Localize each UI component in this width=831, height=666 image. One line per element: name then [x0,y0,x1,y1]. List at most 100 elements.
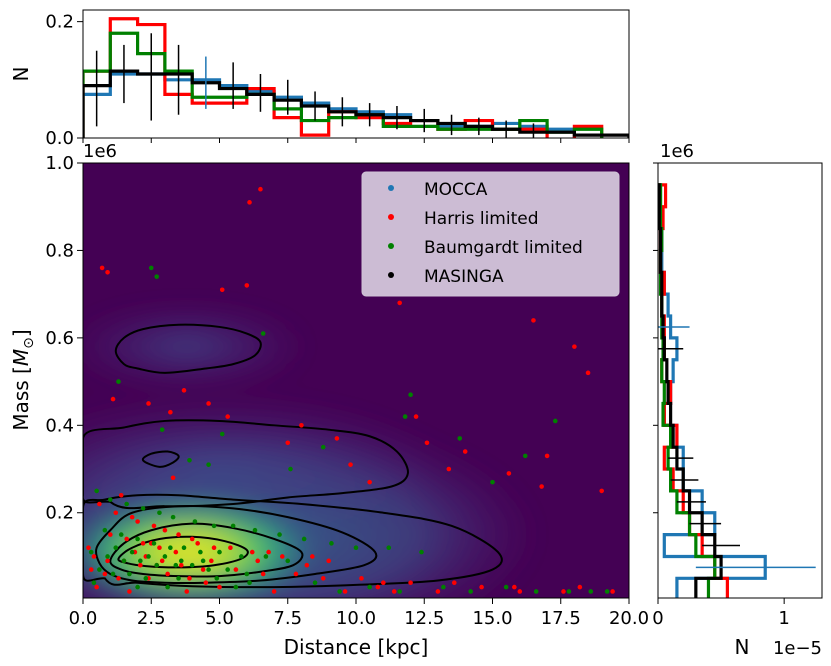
point-baumgardt-66 [312,580,318,585]
point-harris-19 [285,440,291,446]
legend-label-masinga: MASINGA [424,267,504,287]
point-baumgardt-28 [329,541,334,546]
main-y-tick-label-0: 0.2 [45,503,74,524]
main-x-tick-label-1: 2.5 [137,608,166,629]
main-y-tick-label-4: 1.0 [45,153,74,174]
point-harris-86 [391,589,397,594]
point-harris-21 [462,449,468,454]
point-harris-61 [293,571,299,577]
top-y-axis-label: N [9,67,33,82]
main-x-tick-label-0: 0.0 [69,608,98,629]
top-x-ticks [82,138,630,143]
point-harris-91 [86,545,91,551]
point-baumgardt-74 [165,584,170,590]
point-baumgardt-31 [419,549,424,555]
contour-line-0 [114,323,262,374]
contour-line-3 [83,493,503,589]
point-baumgardt-37 [181,545,187,551]
point-harris-39 [195,541,200,546]
point-baumgardt-23 [211,523,217,529]
point-harris-49 [140,541,146,546]
point-harris-93 [209,558,214,564]
point-baumgardt-78 [468,589,473,594]
point-baumgardt-67 [367,584,372,590]
point-harris-79 [159,558,165,564]
point-baumgardt-2 [260,331,266,336]
point-baumgardt-38 [198,549,203,555]
point-baumgardt-57 [178,558,184,564]
point-baumgardt-12 [187,457,192,463]
point-harris-55 [138,562,143,568]
point-harris-2 [99,265,105,271]
top-y-tick-label-1: 0.2 [45,12,74,33]
point-harris-68 [512,584,517,590]
point-harris-34 [135,519,140,524]
point-baumgardt-13 [206,462,211,467]
y-label-prefix: Mass [ [9,366,33,431]
right-x-axis-label: N [735,635,750,659]
point-baumgardt-68 [441,584,446,590]
point-harris-64 [381,580,386,585]
top-histogram-steps [83,17,629,138]
point-harris-50 [157,545,162,551]
point-harris-24 [446,466,452,472]
point-baumgardt-54 [129,549,135,555]
point-baumgardt-27 [301,536,307,542]
point-baumgardt-11 [522,453,528,459]
legend-marker-masinga [388,272,394,278]
point-harris-8 [572,344,577,349]
point-baumgardt-22 [192,519,198,524]
point-harris-65 [408,580,413,585]
legend-label-baumgardt: Baumgardt limited [424,238,583,258]
point-harris-89 [561,589,566,594]
point-harris-84 [271,589,277,594]
point-harris-90 [610,589,615,594]
point-baumgardt-7 [159,427,165,432]
point-harris-6 [397,300,402,306]
point-harris-87 [435,589,441,594]
point-baumgardt-4 [408,392,413,398]
point-baumgardt-25 [252,527,258,533]
point-harris-94 [255,558,261,564]
point-baumgardt-47 [154,562,160,568]
point-harris-32 [113,510,119,516]
point-harris-31 [97,501,102,507]
point-baumgardt-9 [457,436,463,441]
point-harris-45 [310,554,315,559]
point-baumgardt-71 [604,589,610,594]
point-harris-58 [200,567,206,572]
legend-label-harris: Harris limited [424,209,539,229]
kde-contours [83,323,503,589]
point-harris-9 [585,370,591,376]
point-harris-44 [279,554,285,559]
main-y-axis-label: Mass [M⊙] [9,329,37,430]
point-baumgardt-58 [200,558,206,564]
point-harris-23 [348,462,353,467]
point-baumgardt-80 [588,589,594,594]
right-hist-mocca [658,183,767,598]
point-baumgardt-10 [320,444,326,450]
point-harris-46 [326,558,332,564]
point-harris-76 [203,580,209,585]
point-harris-15 [225,414,230,419]
top-hist-baumgardt [83,31,604,138]
point-harris-74 [165,571,170,577]
main-x-tick-label-4: 10.0 [336,608,376,629]
point-baumgardt-62 [143,576,149,581]
point-harris-88 [517,589,523,594]
right-x-tick-label-1: 1 [778,608,789,629]
main-axes: 0.0 2.5 5.0 7.5 10.0 12.5 15.0 17.5 20.0 0.20.40… [9,141,649,659]
point-harris-20 [424,440,430,446]
point-harris-17 [299,423,304,428]
point-baumgardt-65 [247,580,252,585]
point-harris-47 [108,532,113,537]
main-x-tick-label-3: 7.5 [273,608,302,629]
legend-marker-harris [388,214,394,220]
point-harris-59 [233,567,239,572]
contour-line-4 [94,504,378,584]
point-harris-96 [375,584,381,590]
legend-marker-baumgardt [388,243,394,249]
point-baumgardt-20 [157,510,162,516]
point-harris-16 [413,414,419,419]
